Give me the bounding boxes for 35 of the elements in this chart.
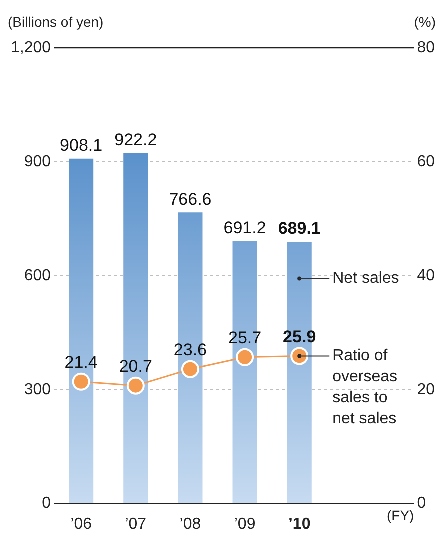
data-label: 691.2 — [224, 218, 266, 238]
data-label: 908.1 — [60, 136, 103, 156]
data-label: 21.4 — [64, 353, 98, 372]
y2-tick-label: 80 — [417, 39, 436, 56]
y2-tick-label: 40 — [417, 267, 436, 284]
y-tick-label: 300 — [24, 381, 52, 398]
point — [126, 376, 145, 395]
x-tick-label: ’07 — [125, 516, 147, 533]
data-label: 766.6 — [169, 190, 212, 209]
y-tick-label: 0 — [42, 495, 52, 512]
x-tick-label: ’06 — [70, 516, 92, 533]
x-tick-label: ’08 — [180, 516, 202, 533]
y-tick-label: 1,200 — [10, 39, 52, 56]
x-tick-label: ’09 — [234, 516, 256, 533]
point — [290, 347, 309, 366]
x-tick-label: ’10 — [288, 516, 311, 533]
y2-axis-title: (%) — [414, 14, 436, 30]
y-axis-title: (Billions of yen) — [8, 14, 104, 30]
y2-tick-label: 0 — [417, 495, 426, 512]
y2-tick-label: 60 — [417, 153, 436, 170]
data-label: 922.2 — [114, 130, 158, 150]
data-label: 20.7 — [119, 357, 152, 376]
data-label: 25.9 — [283, 327, 316, 346]
y-tick-label: 900 — [24, 153, 52, 170]
y2-tick-label: 20 — [417, 381, 436, 398]
data-label: 689.1 — [278, 219, 321, 238]
point — [236, 348, 254, 366]
point — [181, 360, 200, 378]
data-label: 23.6 — [174, 340, 208, 360]
x-axis-title: (FY) — [386, 508, 414, 524]
y-tick-label: 600 — [24, 267, 52, 284]
point — [72, 372, 90, 391]
series-label: Ratio of overseas sales to net sales — [332, 348, 398, 428]
data-label: 25.7 — [228, 328, 262, 348]
legend-label: Net sales — [332, 270, 400, 288]
